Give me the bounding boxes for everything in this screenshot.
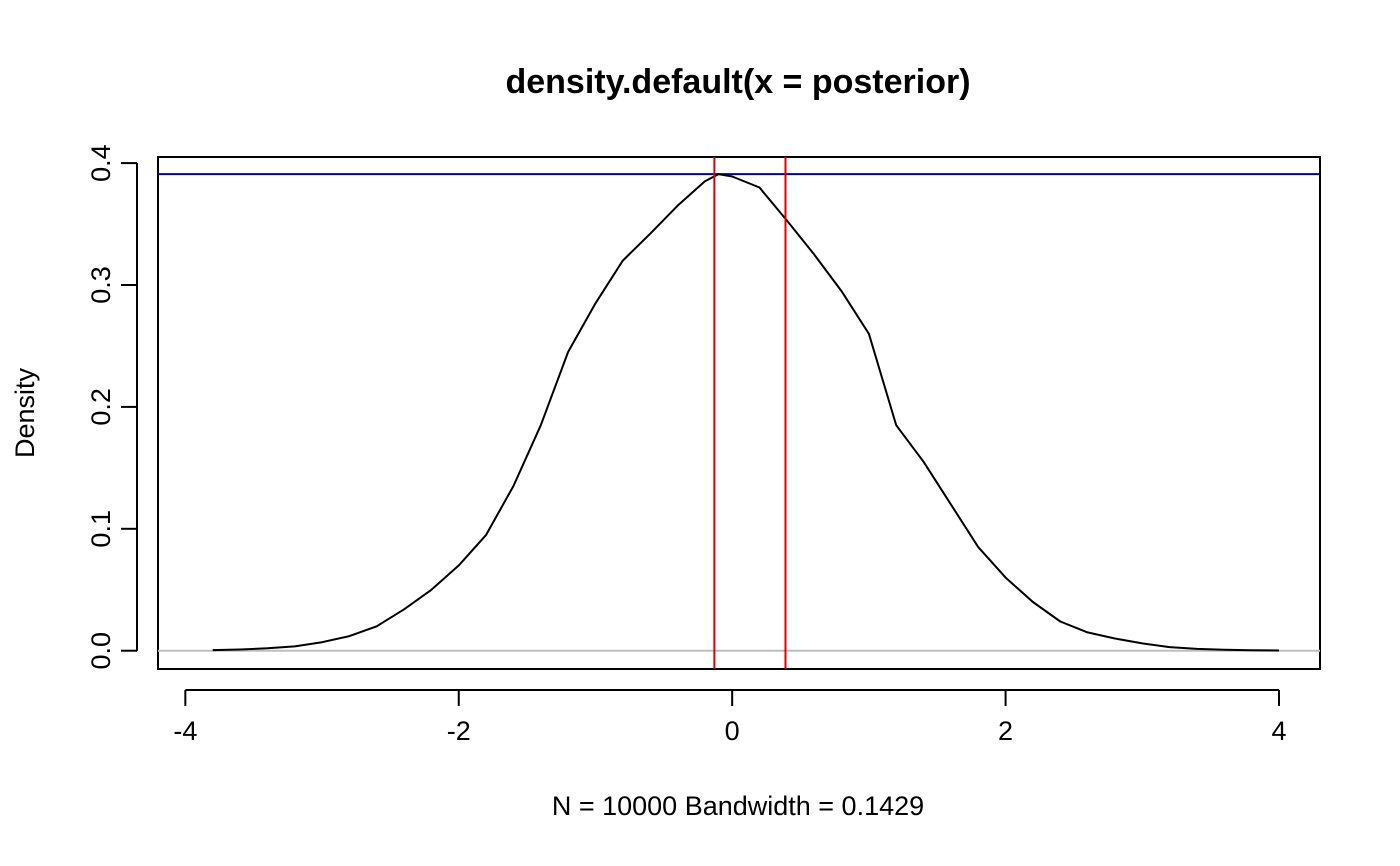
- y-tick-label: 0.4: [86, 144, 116, 182]
- density-line-0: [212, 173, 1280, 652]
- y-tick-label: 0.3: [86, 266, 116, 304]
- y-tick-label: 0.1: [86, 510, 116, 548]
- x-tick-label: -4: [173, 716, 197, 746]
- plot-marks: [158, 157, 1320, 669]
- x-tick-label: 4: [1271, 716, 1286, 746]
- x-tick-label: 0: [725, 716, 740, 746]
- y-tick-label: 0.2: [86, 388, 116, 426]
- x-axis: -4 -2 0 2 4: [173, 689, 1287, 746]
- x-tick-label: -2: [447, 716, 471, 746]
- x-axis-label: N = 10000 Bandwidth = 0.1429: [552, 791, 924, 821]
- plot-frame: [157, 156, 1321, 670]
- x-tick-label: 2: [998, 716, 1013, 746]
- y-axis-label: Density: [10, 367, 40, 458]
- y-tick-label: 0.0: [86, 632, 116, 670]
- chart-title: density.default(x = posterior): [505, 63, 970, 101]
- y-axis: 0.0 0.1 0.2 0.3 0.4: [86, 144, 138, 670]
